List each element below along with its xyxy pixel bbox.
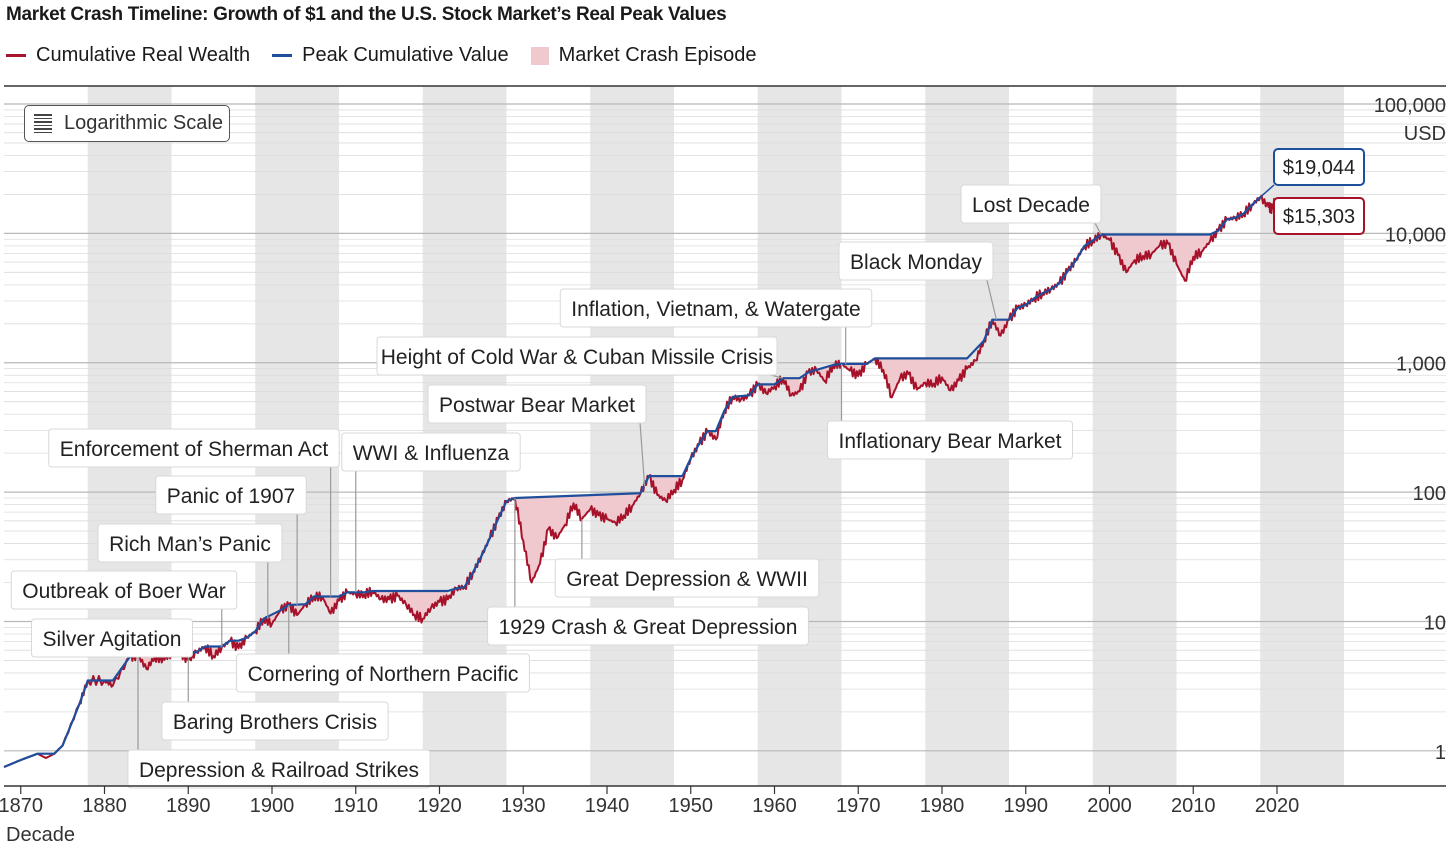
- annotation-label: Panic of 1907: [167, 485, 295, 508]
- annotation-box: [559, 288, 873, 328]
- annotation-label: Silver Agitation: [43, 628, 182, 651]
- crash-episode: [782, 378, 800, 396]
- annotation-label: Enforcement of Sherman Act: [60, 438, 329, 461]
- annotation-label: Depression & Railroad Strikes: [139, 759, 419, 782]
- annotation-label: Baring Brothers Crisis: [173, 711, 377, 734]
- annotation-box: [960, 184, 1102, 224]
- legend-item-crash: Market Crash Episode: [530, 44, 757, 67]
- x-tick-label: 1980: [920, 795, 965, 817]
- legend-item-peak: Peak Cumulative Value: [272, 44, 509, 67]
- chart-title: Market Crash Timeline: Growth of $1 and …: [6, 4, 727, 25]
- logarithmic-scale-button[interactable]: Logarithmic Scale: [24, 105, 230, 142]
- end-label-connector: [1259, 184, 1275, 198]
- y-axis-unit: USD: [1404, 123, 1446, 145]
- annotation-connector: [986, 279, 997, 320]
- legend-swatch-crash: [530, 46, 549, 65]
- annotation-box: [427, 384, 647, 424]
- x-tick-label: 1940: [585, 795, 630, 817]
- annotation-box: [554, 558, 820, 598]
- annotation-connector: [770, 374, 784, 379]
- annotation-label: Outbreak of Boer War: [22, 580, 225, 603]
- annotation-box: [827, 420, 1073, 460]
- annotation-box: [376, 336, 778, 376]
- scale-button-label: Logarithmic Scale: [64, 112, 223, 134]
- legend: Cumulative Real Wealth Peak Cumulative V…: [6, 44, 778, 67]
- annotation-connector: [639, 422, 646, 487]
- crash-episodes: [104, 234, 1210, 686]
- decade-band: [1092, 86, 1177, 786]
- annotation-box: [236, 653, 530, 693]
- annotation-box: [97, 523, 283, 563]
- annotation-box: [341, 432, 521, 472]
- crash-episode: [875, 358, 968, 398]
- x-tick-label: 2000: [1087, 795, 1132, 817]
- annotation-label: Great Depression & WWII: [566, 568, 808, 591]
- annotation-box: [838, 241, 994, 281]
- y-tick-label: 10,000: [1385, 224, 1446, 246]
- x-tick-label: 1950: [669, 795, 714, 817]
- annotation-box: [48, 428, 340, 468]
- y-tick-label: 1,000: [1396, 354, 1446, 376]
- annotation-label: Postwar Bear Market: [439, 394, 635, 417]
- legend-swatch-peak: [272, 54, 293, 57]
- x-tick-label: 1970: [836, 795, 881, 817]
- axes: 1870 1880 1890 1900 1910 1920 1930 1940 1950 1960…: [0, 85, 1446, 846]
- annotation-label: Black Monday: [850, 251, 982, 274]
- x-axis-title: Decade: [6, 824, 75, 846]
- end-label-box: [1273, 197, 1365, 235]
- x-tick-label: 1960: [752, 795, 797, 817]
- x-tick-label: 2010: [1171, 795, 1216, 817]
- series-lines: [3, 194, 1274, 769]
- end-value-label: $19,044: [1283, 157, 1355, 179]
- crash-episode: [992, 319, 1009, 336]
- annotation-box: [155, 475, 307, 515]
- annotations: Silver Agitation Outbreak of Boer War Rich…: [10, 148, 1365, 789]
- x-tick-label: 1910: [334, 795, 379, 817]
- annotation-label: Inflationary Bear Market: [839, 430, 1062, 453]
- legend-label-peak: Peak Cumulative Value: [302, 44, 509, 66]
- annotation-connector: [1094, 222, 1102, 235]
- end-label-box: [1273, 148, 1365, 186]
- decade-band: [590, 86, 674, 786]
- x-tick-label: 1890: [166, 795, 211, 817]
- legend-label-crash: Market Crash Episode: [558, 44, 757, 66]
- x-tick-label: 1990: [1004, 795, 1049, 817]
- annotation-label: Rich Man’s Panic: [109, 533, 271, 556]
- annotation-label: 1929 Crash & Great Depression: [499, 616, 798, 639]
- line-peak-cumulative-value: [3, 196, 1262, 769]
- crash-episode: [514, 493, 641, 583]
- annotation-box: [487, 606, 809, 646]
- x-tick-label: 1900: [250, 795, 295, 817]
- x-tick-label: 1920: [417, 795, 462, 817]
- annotation-box: [10, 570, 238, 610]
- annotation-label: Height of Cold War & Cuban Missile Crisi…: [381, 346, 774, 369]
- annotation-box: [127, 749, 431, 789]
- annotation-label: WWI & Influenza: [353, 442, 510, 465]
- y-tick-label: 1: [1435, 742, 1446, 764]
- y-tick-label: 10: [1424, 612, 1446, 634]
- legend-item-wealth: Cumulative Real Wealth: [6, 44, 250, 67]
- gridlines: [4, 103, 1446, 752]
- legend-label-wealth: Cumulative Real Wealth: [36, 44, 251, 66]
- y-tick-label: 100: [1413, 483, 1446, 505]
- y-tick-label: 100,000: [1374, 95, 1446, 117]
- decade-band: [1260, 86, 1344, 786]
- list-icon: [34, 114, 52, 133]
- annotation-label: Cornering of Northern Pacific: [248, 663, 519, 686]
- annotation-label: Inflation, Vietnam, & Watergate: [571, 298, 861, 321]
- annotation-label: Lost Decade: [972, 194, 1090, 217]
- x-tick-label: 1880: [82, 795, 127, 817]
- legend-swatch-wealth: [6, 54, 26, 57]
- x-tick-label: 1930: [501, 795, 546, 817]
- end-value-label: $15,303: [1283, 206, 1355, 228]
- x-tick-label: 1870: [0, 795, 43, 817]
- annotation-box: [161, 701, 389, 741]
- x-tick-label: 2020: [1255, 795, 1300, 817]
- annotation-box: [31, 618, 193, 658]
